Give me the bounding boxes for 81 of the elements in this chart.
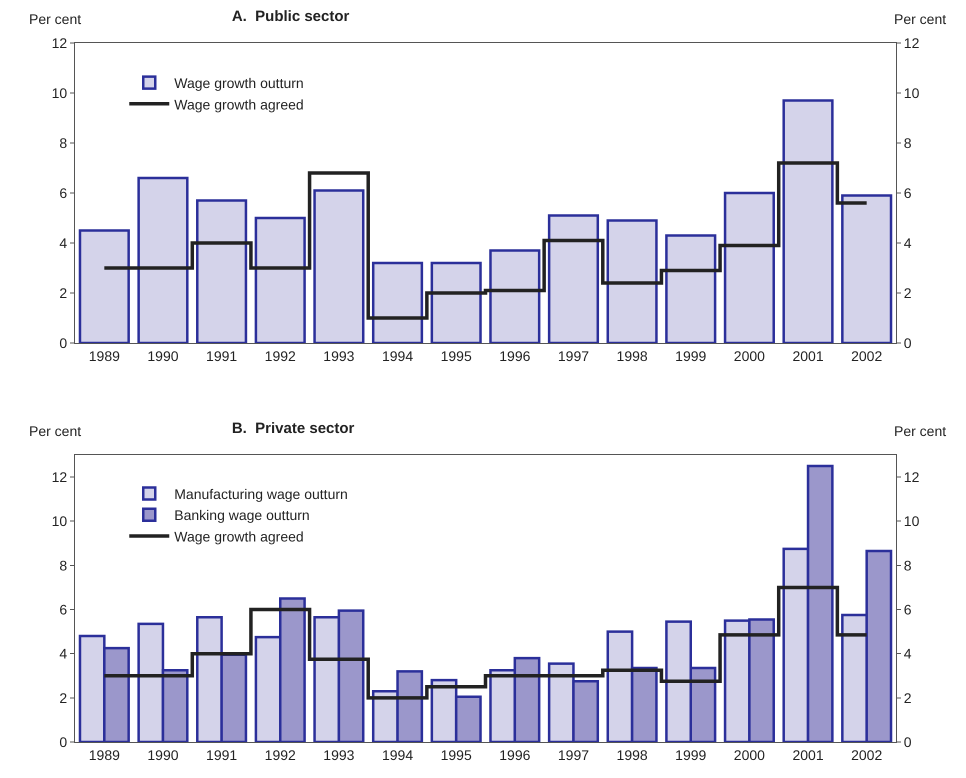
- bar: [254, 216, 306, 343]
- y2-axis-title: Per cent: [894, 423, 946, 439]
- y-tick-label: 0: [59, 734, 68, 750]
- x-tick-label: 2001: [792, 746, 824, 763]
- x-tick-label: 1996: [499, 348, 531, 364]
- y-tick-label: 4: [59, 646, 68, 662]
- x-tick-label: 1995: [440, 746, 472, 763]
- bar: [372, 262, 424, 343]
- x-tick-label: 2002: [851, 348, 882, 364]
- y-axis-title: Per cent: [29, 11, 82, 27]
- x-tick-label: 1992: [264, 348, 296, 364]
- y2-tick-label: 10: [904, 513, 920, 530]
- y-tick-label: 2: [59, 690, 68, 706]
- y2-tick-label: 4: [904, 646, 912, 662]
- x-tick-label: 1995: [440, 348, 472, 364]
- y-tick-label: 10: [52, 513, 68, 530]
- y2-tick-label: 8: [904, 557, 912, 574]
- bar: [548, 214, 600, 343]
- y2-tick-label: 8: [904, 134, 912, 151]
- y-tick-label: 12: [52, 468, 68, 485]
- x-tick-label: 1996: [499, 746, 531, 763]
- y2-tick-label: 6: [904, 601, 912, 618]
- y2-axis-title: Per cent: [894, 11, 946, 27]
- x-tick-label: 1990: [147, 348, 179, 364]
- legend-label: Manufacturing wage outturn: [174, 486, 348, 502]
- y-tick-label: 10: [52, 84, 68, 101]
- bar: [841, 194, 892, 343]
- chart-title: B. Private sector: [232, 420, 355, 437]
- y-tick-label: 12: [52, 34, 68, 51]
- x-tick-label: 2000: [734, 746, 766, 763]
- y-tick-label: 8: [59, 134, 68, 151]
- y2-tick-label: 12: [904, 468, 920, 485]
- bar: [606, 219, 658, 343]
- x-tick-label: 1994: [382, 746, 414, 763]
- x-tick-label: 1994: [382, 348, 414, 364]
- bar: [724, 192, 775, 343]
- y2-tick-label: 4: [904, 234, 912, 251]
- x-tick-label: 2001: [792, 348, 824, 364]
- x-tick-label: 1990: [147, 746, 179, 763]
- x-tick-label: 1997: [558, 746, 590, 763]
- y-tick-label: 2: [59, 284, 68, 301]
- x-tick-label: 2002: [851, 746, 882, 763]
- y2-tick-label: 0: [904, 334, 912, 351]
- chart-title: A. Public sector: [232, 8, 350, 25]
- x-tick-label: 1998: [616, 746, 648, 763]
- y-tick-label: 6: [59, 184, 68, 201]
- bar: [430, 262, 482, 343]
- legend-label: Wage growth agreed: [174, 528, 304, 544]
- y-tick-label: 0: [59, 334, 68, 351]
- x-tick-label: 1999: [675, 348, 707, 364]
- bar: [489, 249, 540, 343]
- y2-tick-label: 12: [904, 34, 920, 51]
- bar: [665, 234, 716, 343]
- x-tick-label: 1992: [264, 746, 296, 763]
- bar: [137, 176, 189, 343]
- y-tick-label: 4: [59, 234, 68, 251]
- legend-label: Wage growth agreed: [174, 96, 304, 112]
- y2-tick-label: 10: [904, 84, 920, 101]
- bar: [78, 229, 130, 343]
- x-tick-label: 1989: [88, 348, 120, 364]
- x-tick-label: 1993: [323, 746, 355, 763]
- x-tick-label: 1993: [323, 348, 355, 364]
- bar: [196, 199, 248, 343]
- y2-tick-label: 0: [904, 734, 912, 750]
- x-tick-label: 1997: [558, 348, 590, 364]
- x-tick-label: 1998: [616, 348, 648, 364]
- y-axis-title: Per cent: [29, 423, 82, 439]
- x-tick-label: 1989: [88, 746, 120, 763]
- y2-tick-label: 2: [904, 690, 912, 706]
- y2-tick-label: 2: [904, 284, 912, 301]
- x-tick-label: 1991: [206, 746, 238, 763]
- x-tick-label: 1999: [675, 746, 707, 763]
- x-tick-label: 2000: [734, 348, 766, 364]
- legend-label: Banking wage outturn: [174, 507, 310, 524]
- bar: [782, 99, 834, 343]
- y2-tick-label: 6: [904, 184, 912, 201]
- y-tick-label: 6: [59, 601, 68, 618]
- bar: [313, 189, 364, 343]
- x-tick-label: 1991: [206, 348, 238, 364]
- y-tick-label: 8: [59, 557, 68, 574]
- legend-label: Wage growth outturn: [174, 75, 304, 92]
